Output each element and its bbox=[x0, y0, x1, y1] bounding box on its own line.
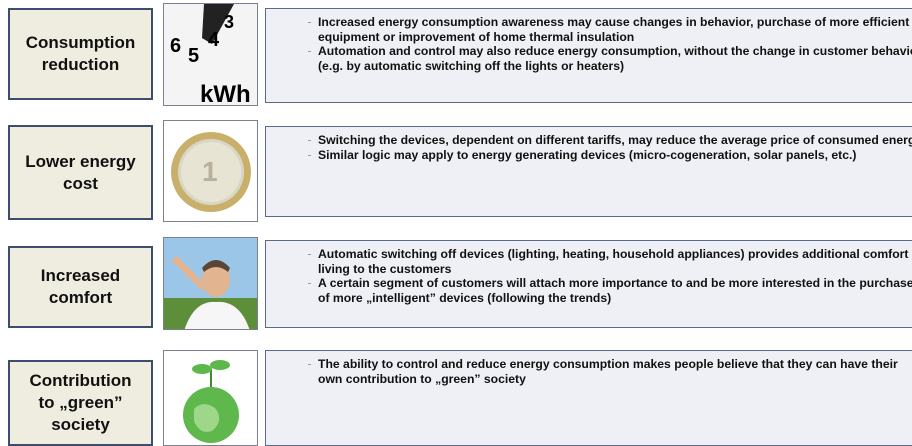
row-label-text: Lower energy cost bbox=[22, 151, 139, 195]
row-image: 1 bbox=[163, 120, 258, 222]
bullet-marker bbox=[308, 254, 311, 255]
illustration bbox=[164, 351, 258, 446]
bullet: Automatic switching off devices (lightin… bbox=[318, 247, 912, 276]
illustration bbox=[210, 360, 230, 370]
page: Consumption reduction 6543 kWh Increased en… bbox=[0, 0, 912, 446]
bullet: Automation and control may also reduce e… bbox=[318, 44, 912, 73]
row-label: Contribution to „green” society bbox=[8, 360, 153, 446]
bullet-text: A certain segment of customers will atta… bbox=[318, 276, 912, 305]
bullet-text: Similar logic may apply to energy genera… bbox=[318, 148, 856, 162]
row-text-box: The ability to control and reduce energy… bbox=[265, 350, 912, 446]
row-label: Lower energy cost bbox=[8, 125, 153, 220]
row-text-box: Automatic switching off devices (lightin… bbox=[265, 240, 912, 328]
image-text: 5 bbox=[188, 45, 199, 67]
bullet-text: Increased energy consumption awareness m… bbox=[318, 15, 909, 44]
image-text: 6 bbox=[170, 35, 181, 57]
bullet: Similar logic may apply to energy genera… bbox=[318, 148, 912, 163]
bullet-text: Switching the devices, dependent on diff… bbox=[318, 133, 912, 147]
bullet: Increased energy consumption awareness m… bbox=[318, 15, 912, 44]
image-text: 4 bbox=[208, 29, 220, 51]
bullet-marker bbox=[308, 140, 311, 141]
bullet-marker bbox=[308, 283, 311, 284]
bullet-text: Automation and control may also reduce e… bbox=[318, 44, 912, 73]
bullet-marker bbox=[308, 51, 311, 52]
row-label-text: Increased comfort bbox=[22, 265, 139, 309]
row-image bbox=[163, 237, 258, 330]
bullet: A certain segment of customers will atta… bbox=[318, 276, 912, 305]
row-label-text: Contribution to „green” society bbox=[22, 370, 139, 436]
illustration bbox=[192, 364, 212, 374]
bullet: The ability to control and reduce energy… bbox=[318, 357, 912, 386]
bullet-text: Automatic switching off devices (lightin… bbox=[318, 247, 912, 276]
bullet-text: The ability to control and reduce energy… bbox=[318, 357, 898, 386]
bullet-marker bbox=[308, 364, 311, 365]
image-text: kWh bbox=[200, 81, 251, 106]
row-label: Increased comfort bbox=[8, 246, 153, 328]
image-text: 3 bbox=[224, 12, 234, 32]
bullet-marker bbox=[308, 155, 311, 156]
illustration: 1 bbox=[164, 121, 258, 222]
row-label-text: Consumption reduction bbox=[22, 32, 139, 76]
row-text-box: Switching the devices, dependent on diff… bbox=[265, 126, 912, 217]
row-label: Consumption reduction bbox=[8, 8, 153, 100]
illustration bbox=[164, 238, 258, 330]
row-image bbox=[163, 350, 258, 446]
bullet-marker bbox=[308, 22, 311, 23]
illustration: 1 bbox=[202, 156, 218, 187]
row-text-box: Increased energy consumption awareness m… bbox=[265, 8, 912, 103]
bullet: Switching the devices, dependent on diff… bbox=[318, 133, 912, 148]
